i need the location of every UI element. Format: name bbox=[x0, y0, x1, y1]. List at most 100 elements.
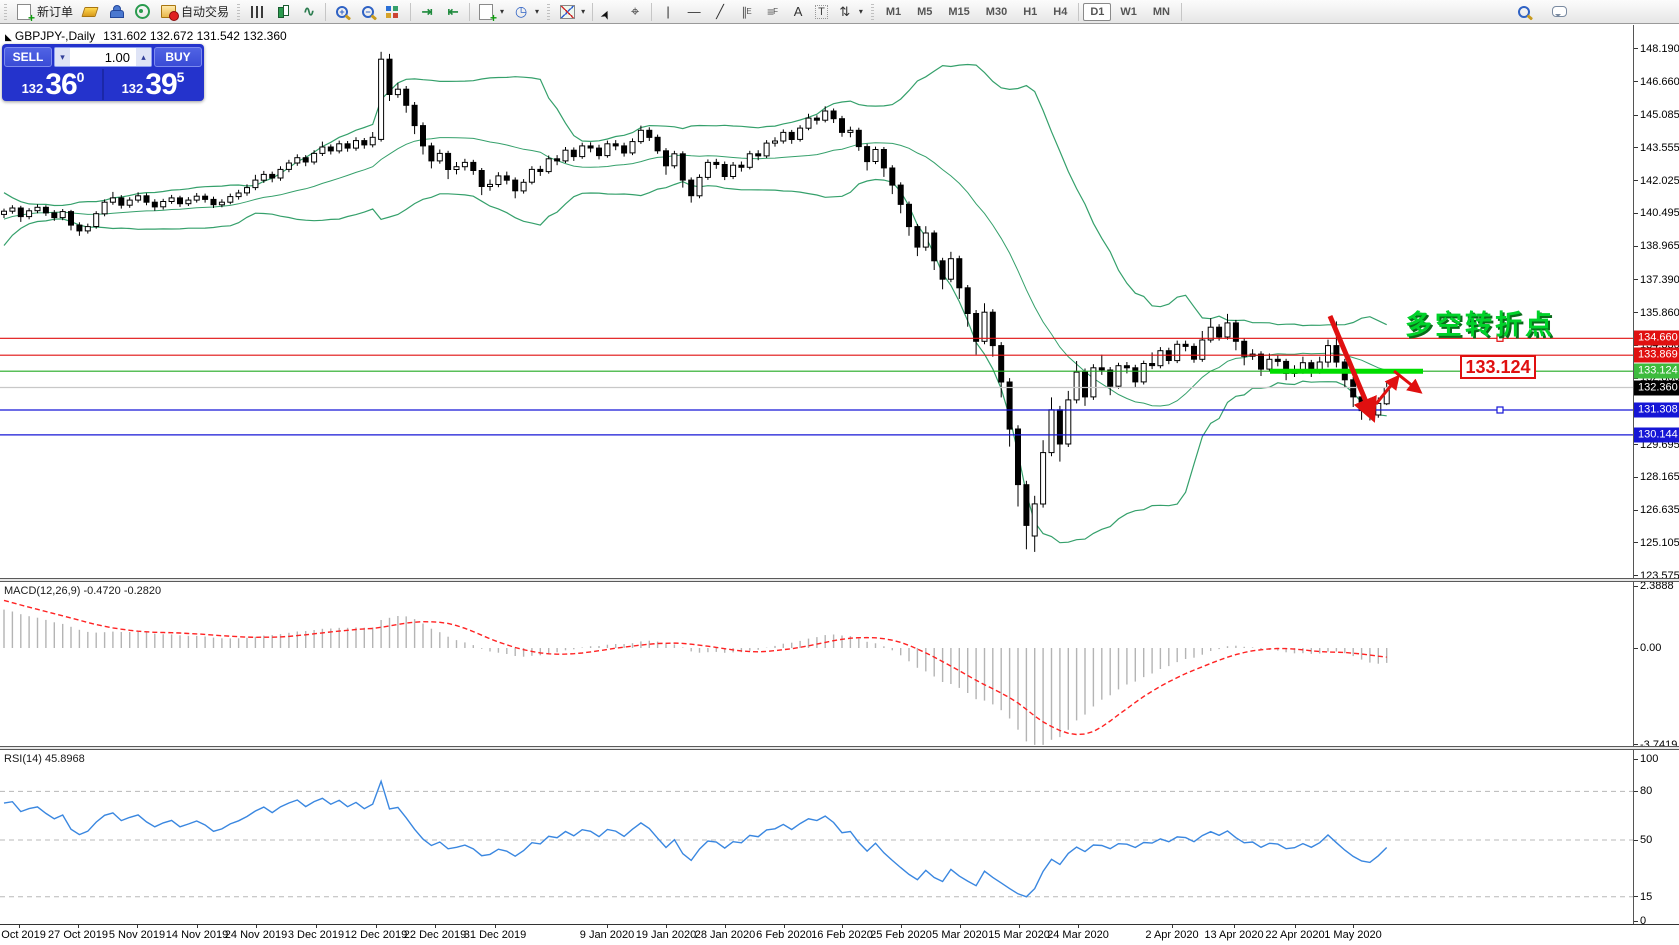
candle-body[interactable] bbox=[135, 195, 142, 201]
line-chart-button[interactable]: ∿ bbox=[296, 1, 322, 23]
candle-body[interactable] bbox=[84, 226, 91, 232]
date-label[interactable]: 19 Jan 2020 bbox=[635, 929, 697, 941]
candle-body[interactable] bbox=[1006, 381, 1013, 430]
date-label[interactable]: 3 Dec 2019 bbox=[287, 929, 345, 941]
candle-body[interactable] bbox=[822, 110, 829, 121]
candle-body[interactable] bbox=[872, 149, 879, 162]
candle-body[interactable] bbox=[554, 158, 561, 162]
candle-body[interactable] bbox=[1082, 371, 1088, 398]
candle-body[interactable] bbox=[587, 145, 594, 149]
price-callout-box[interactable]: 133.124 bbox=[1460, 355, 1536, 379]
tf-h4[interactable]: H4 bbox=[1053, 5, 1068, 18]
equidistant-channel-button[interactable]: ∥ E bbox=[733, 1, 759, 23]
candle-body[interactable] bbox=[528, 168, 535, 183]
candle-body[interactable] bbox=[260, 173, 267, 181]
candle-body[interactable] bbox=[1140, 363, 1147, 383]
candle-body[interactable] bbox=[478, 170, 485, 187]
candle-body[interactable] bbox=[839, 118, 845, 133]
vertical-line-button[interactable]: | bbox=[655, 1, 681, 23]
date-label[interactable]: 15 Mar 2020 bbox=[988, 929, 1050, 941]
candle-body[interactable] bbox=[59, 211, 66, 219]
candle-body[interactable] bbox=[596, 147, 602, 157]
candle-body[interactable] bbox=[721, 164, 728, 177]
candle-body[interactable] bbox=[1191, 345, 1197, 360]
turning-point-annotation[interactable]: 多空转折点 bbox=[1405, 310, 1555, 340]
fibonacci-button[interactable]: ≡ F bbox=[759, 1, 785, 23]
bollinger-middle-line[interactable] bbox=[3, 137, 1387, 407]
candle-body[interactable] bbox=[285, 162, 292, 170]
trendline-button[interactable]: ╱ bbox=[707, 1, 733, 23]
candle-body[interactable] bbox=[503, 175, 510, 181]
date-label[interactable]: 5 Mar 2020 bbox=[932, 929, 988, 941]
candle-body[interactable] bbox=[512, 179, 519, 192]
new-chart-button[interactable]: ▾ bbox=[473, 1, 508, 25]
date-label[interactable]: 24 Nov 2019 bbox=[224, 929, 288, 941]
bollinger-lower-line[interactable] bbox=[3, 178, 1387, 544]
candle-body[interactable] bbox=[327, 146, 334, 152]
candle-body[interactable] bbox=[1023, 484, 1030, 526]
candle-body[interactable] bbox=[1031, 503, 1038, 537]
macd-signal-line[interactable] bbox=[3, 599, 1387, 736]
candle-body[interactable] bbox=[394, 88, 401, 96]
candle-body[interactable] bbox=[713, 161, 720, 165]
date-label[interactable]: 9 Jan 2020 bbox=[579, 929, 635, 941]
tf-h1[interactable]: H1 bbox=[1023, 5, 1038, 18]
volume-stepper[interactable]: ▾ 1.00 ▴ bbox=[54, 47, 152, 67]
buy-button[interactable]: BUY bbox=[154, 47, 202, 67]
date-label[interactable]: 2 Apr 2020 bbox=[1145, 929, 1199, 941]
zoom-in-button[interactable]: + bbox=[329, 1, 355, 23]
horizontal-line-button[interactable]: — bbox=[681, 1, 707, 23]
candle-body[interactable] bbox=[897, 184, 904, 205]
candle-body[interactable] bbox=[788, 131, 795, 140]
candle-body[interactable] bbox=[1015, 428, 1021, 486]
candle-body[interactable] bbox=[126, 199, 133, 206]
candle-body[interactable] bbox=[855, 129, 862, 148]
tf-mn[interactable]: MN bbox=[1152, 5, 1170, 18]
candle-body[interactable] bbox=[277, 168, 284, 179]
candle-body[interactable] bbox=[1350, 379, 1357, 398]
candle-body[interactable] bbox=[319, 146, 326, 154]
search-button[interactable] bbox=[1514, 1, 1534, 23]
text-button[interactable]: A bbox=[785, 1, 811, 23]
candle-body[interactable] bbox=[17, 207, 24, 218]
candle-body[interactable] bbox=[947, 258, 954, 280]
cursor-button[interactable]: ➤ bbox=[596, 1, 622, 23]
candle-body[interactable] bbox=[1040, 452, 1047, 505]
candle-body[interactable] bbox=[336, 143, 343, 152]
candle-body[interactable] bbox=[671, 153, 678, 167]
candle-body[interactable] bbox=[369, 136, 376, 146]
candle-body[interactable] bbox=[9, 207, 16, 212]
volume-decrease-button[interactable]: ▾ bbox=[55, 48, 70, 66]
level-handle[interactable] bbox=[1496, 334, 1504, 342]
sell-price-display[interactable]: 132 36 0 bbox=[21, 68, 85, 101]
zoom-out-button[interactable]: − bbox=[355, 1, 381, 23]
signals-button[interactable] bbox=[129, 1, 155, 23]
candle-body[interactable] bbox=[1090, 367, 1097, 398]
volume-value[interactable]: 1.00 bbox=[104, 49, 130, 65]
tf-m5[interactable]: M5 bbox=[917, 5, 933, 18]
candle-body[interactable] bbox=[746, 153, 753, 168]
candle-body[interactable] bbox=[168, 197, 175, 202]
drawn-arrow[interactable] bbox=[1327, 315, 1377, 423]
candle-body[interactable] bbox=[361, 140, 368, 146]
candle-body[interactable] bbox=[797, 127, 804, 140]
candle-body[interactable] bbox=[252, 179, 259, 189]
candle-body[interactable] bbox=[646, 129, 653, 138]
candle-body[interactable] bbox=[1224, 322, 1231, 338]
candle-body[interactable] bbox=[696, 176, 703, 197]
tf-m30[interactable]: M30 bbox=[985, 5, 1008, 18]
candle-body[interactable] bbox=[378, 58, 385, 140]
candle-body[interactable] bbox=[1098, 367, 1105, 371]
market-watch-button[interactable] bbox=[103, 1, 129, 23]
candle-body[interactable] bbox=[151, 201, 158, 208]
pane-separator-macd[interactable] bbox=[0, 578, 1679, 582]
candle-body[interactable] bbox=[663, 150, 669, 167]
tf-m15[interactable]: M15 bbox=[948, 5, 970, 18]
candle-body[interactable] bbox=[118, 197, 125, 206]
candle-body[interactable] bbox=[1132, 367, 1139, 383]
candle-body[interactable] bbox=[1182, 343, 1189, 347]
date-label[interactable]: 6 Feb 2020 bbox=[756, 929, 812, 941]
candle-body[interactable] bbox=[1232, 322, 1239, 342]
level-handle[interactable] bbox=[1496, 406, 1504, 414]
